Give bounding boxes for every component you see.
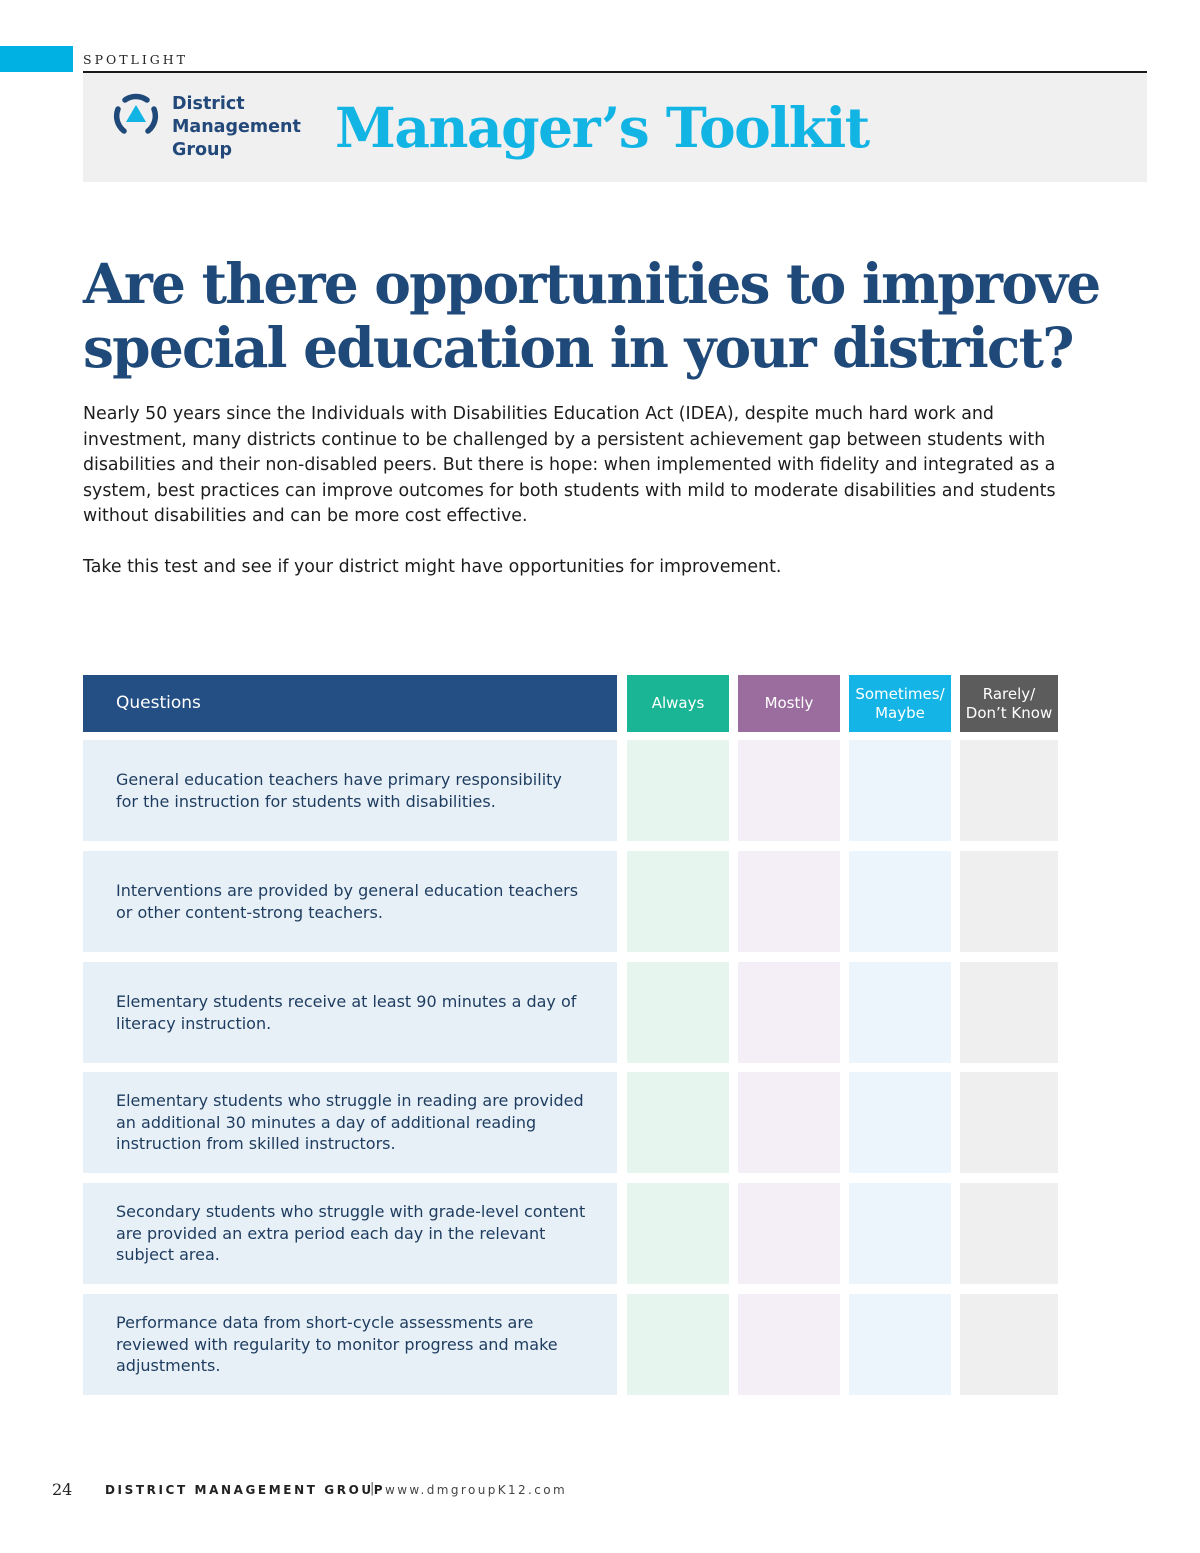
answer-cell-3[interactable] <box>849 1294 951 1395</box>
answer-cell-1[interactable] <box>627 1072 729 1173</box>
answer-cell-2[interactable] <box>738 740 840 841</box>
footer-separator: | <box>370 1481 375 1496</box>
answer-cell-1[interactable] <box>627 1294 729 1395</box>
answer-cell-1[interactable] <box>627 851 729 952</box>
answer-cell-3[interactable] <box>849 1072 951 1173</box>
answer-cell-2[interactable] <box>738 851 840 952</box>
footer-org: DISTRICT MANAGEMENT GROUP <box>105 1483 386 1497</box>
question-cell: Secondary students who struggle with gra… <box>83 1183 617 1284</box>
answer-cell-4[interactable] <box>960 851 1058 952</box>
header-rule <box>83 71 1147 73</box>
section-label: SPOTLIGHT <box>83 52 189 67</box>
answer-cell-4[interactable] <box>960 1072 1058 1173</box>
toolkit-banner: District Management Group Manager’s Tool… <box>83 73 1147 182</box>
answer-cell-4[interactable] <box>960 740 1058 841</box>
page-headline: Are there opportunities to improve speci… <box>83 251 1101 380</box>
answer-cell-2[interactable] <box>738 1183 840 1284</box>
answer-cell-4[interactable] <box>960 962 1058 1063</box>
question-cell: Elementary students who struggle in read… <box>83 1072 617 1173</box>
logo-wordmark: District Management Group <box>172 93 301 162</box>
question-cell: Interventions are provided by general ed… <box>83 851 617 952</box>
option-header-always: Always <box>627 675 729 732</box>
answer-cell-3[interactable] <box>849 740 951 841</box>
banner-title: Manager’s Toolkit <box>335 95 870 160</box>
option-header-rarely-don-t-know: Rarely/ Don’t Know <box>960 675 1058 732</box>
answer-cell-3[interactable] <box>849 851 951 952</box>
answer-cell-1[interactable] <box>627 962 729 1063</box>
intro-paragraph: Nearly 50 years since the Individuals wi… <box>83 404 1056 527</box>
page-number: 24 <box>52 1480 73 1499</box>
dmg-logo-icon <box>113 93 159 134</box>
question-cell: Elementary students receive at least 90 … <box>83 962 617 1063</box>
logo-line: Management <box>172 117 301 137</box>
option-header-sometimes-maybe: Sometimes/ Maybe <box>849 675 951 732</box>
answer-cell-2[interactable] <box>738 1294 840 1395</box>
answer-cell-1[interactable] <box>627 740 729 841</box>
answer-cell-3[interactable] <box>849 962 951 1063</box>
answer-cell-4[interactable] <box>960 1183 1058 1284</box>
answer-cell-3[interactable] <box>849 1183 951 1284</box>
accent-bar <box>0 46 73 72</box>
cta-text: Take this test and see if your district … <box>83 557 782 577</box>
answer-cell-4[interactable] <box>960 1294 1058 1395</box>
logo-line: District <box>172 94 245 114</box>
answer-cell-2[interactable] <box>738 962 840 1063</box>
answer-cell-2[interactable] <box>738 1072 840 1173</box>
question-cell: Performance data from short-cycle assess… <box>83 1294 617 1395</box>
logo-line: Group <box>172 140 233 160</box>
answer-cell-1[interactable] <box>627 1183 729 1284</box>
footer-url: www.dmgroupK12.com <box>385 1483 568 1497</box>
question-cell: General education teachers have primary … <box>83 740 617 841</box>
option-header-mostly: Mostly <box>738 675 840 732</box>
questions-header: Questions <box>83 675 617 732</box>
